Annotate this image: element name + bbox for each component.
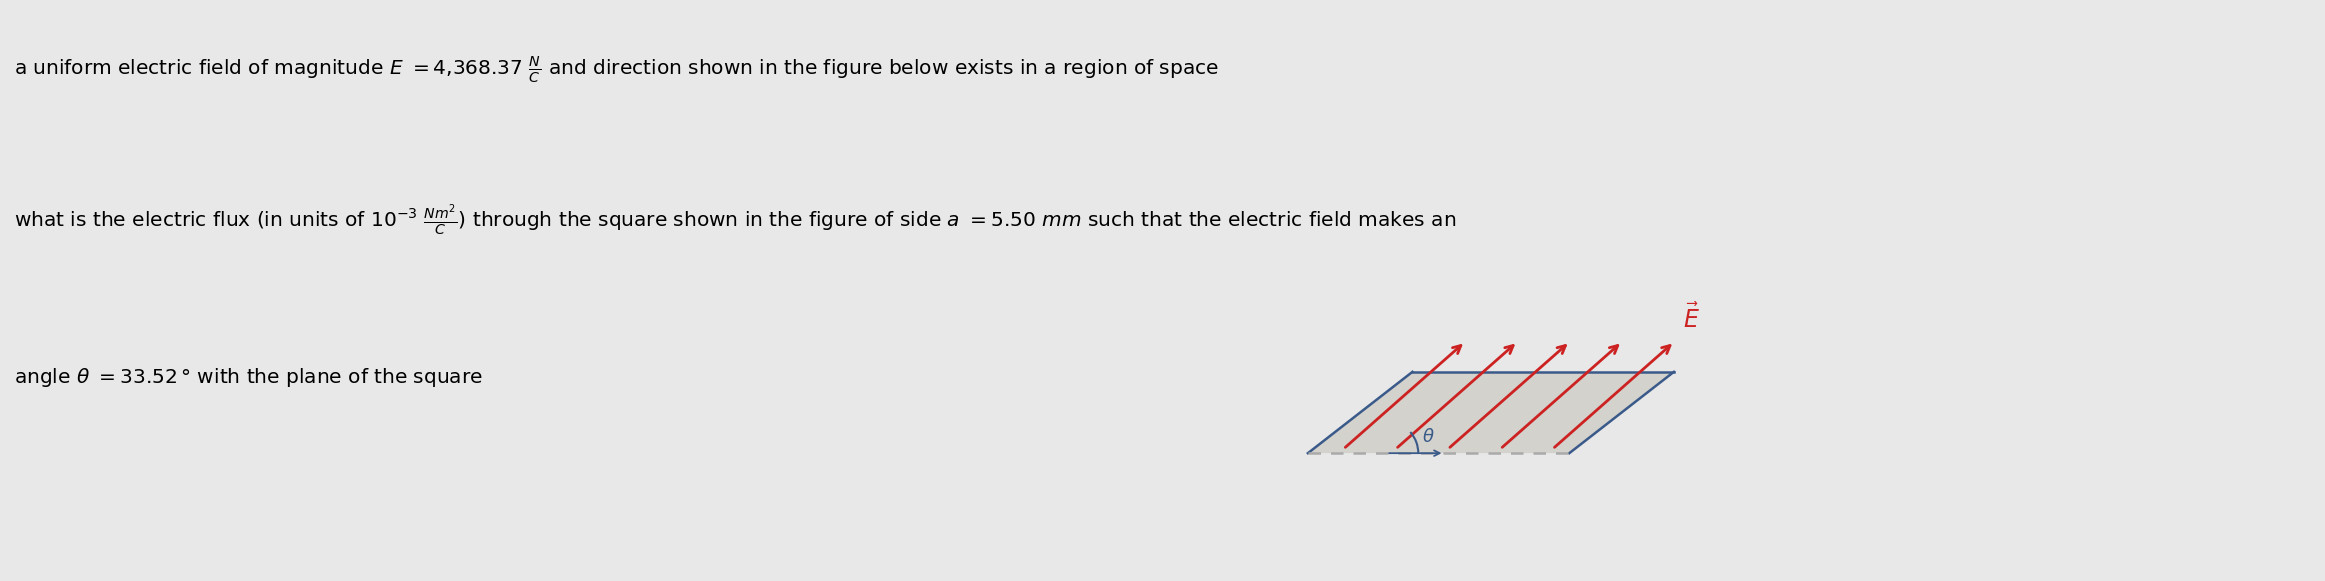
Text: a uniform electric field of magnitude $\it{E}$ $=4{,}368.37$ $\frac{N}{C}$ and d: a uniform electric field of magnitude $\… [14,55,1218,85]
Polygon shape [1309,372,1674,453]
Text: angle $\it{\theta}$ $=33.52\,°$ with the plane of the square: angle $\it{\theta}$ $=33.52\,°$ with the… [14,366,484,389]
Text: $\vec{E}$: $\vec{E}$ [1683,303,1700,333]
Text: $\theta$: $\theta$ [1423,428,1435,446]
Text: what is the electric flux (in units of $10^{-3}$ $\frac{Nm^2}{C}$) through the s: what is the electric flux (in units of $… [14,203,1455,238]
